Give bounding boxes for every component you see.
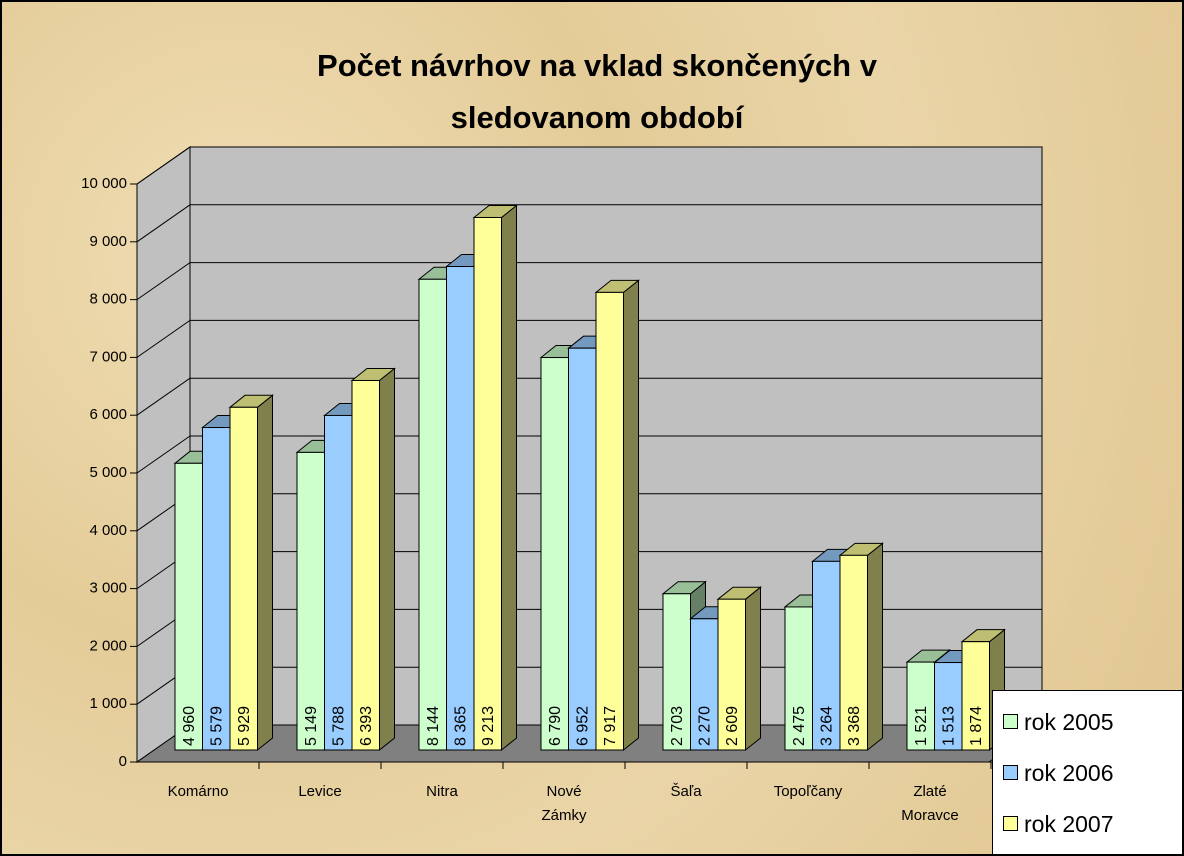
- y-tick-label: 0: [119, 753, 127, 770]
- bar: [473, 216, 502, 751]
- bar: [540, 357, 569, 751]
- grid-line: [136, 262, 191, 301]
- data-label: 7 917: [602, 706, 619, 746]
- bar: [717, 598, 746, 751]
- bar: [568, 347, 597, 751]
- bar: [812, 560, 841, 751]
- x-tick-label: Levice: [298, 783, 342, 800]
- x-tick-label: Nitra: [426, 783, 458, 800]
- chart-title: Počet návrhov na vklad skončených v sled…: [317, 48, 877, 135]
- bar: [296, 451, 325, 751]
- bar: [690, 618, 719, 751]
- bar-side: [501, 204, 517, 752]
- data-label: 1 513: [940, 706, 957, 746]
- legend-swatch: [1003, 765, 1018, 780]
- y-tick-label: 5 000: [89, 464, 127, 481]
- data-label: 3 264: [818, 706, 835, 746]
- legend-swatch: [1003, 714, 1018, 729]
- data-label: 8 144: [425, 706, 442, 746]
- y-tick-label: 3 000: [89, 580, 127, 597]
- bar: [229, 406, 258, 751]
- x-tick-label: Zlaté Moravce: [901, 783, 959, 824]
- bar: [202, 427, 231, 751]
- y-tick-label: 10 000: [81, 175, 127, 192]
- data-label: 8 365: [452, 706, 469, 746]
- grid-line: [136, 204, 191, 243]
- bar: [934, 662, 963, 751]
- legend: rok 2005 rok 2006 rok 2007: [992, 690, 1182, 854]
- bar-side: [867, 542, 883, 752]
- x-tick-label: Topoľčany: [773, 783, 843, 800]
- data-label: 3 368: [846, 706, 863, 746]
- data-label: 1 521: [913, 706, 930, 746]
- data-label: 5 929: [236, 706, 253, 746]
- data-label: 1 874: [968, 706, 985, 746]
- legend-label: rok 2007: [1024, 811, 1114, 837]
- grid-line: [136, 146, 191, 185]
- legend-entry: rok 2006: [1003, 760, 1114, 787]
- y-tick-label: 7 000: [89, 348, 127, 365]
- data-label: 5 788: [330, 706, 347, 746]
- y-tick-label: 4 000: [89, 522, 127, 539]
- grid-line: [136, 377, 191, 416]
- bar: [174, 462, 203, 751]
- legend-label: rok 2005: [1024, 709, 1114, 735]
- bar: [351, 379, 380, 751]
- data-label: 2 270: [696, 706, 713, 746]
- bar: [595, 291, 624, 751]
- grid-line: [136, 435, 191, 474]
- bar: [418, 278, 447, 751]
- data-label: 9 213: [480, 706, 497, 746]
- data-label: 2 475: [791, 706, 808, 746]
- data-label: 4 960: [181, 706, 198, 746]
- grid-line: [136, 319, 191, 358]
- y-tick-label: 8 000: [89, 291, 127, 308]
- data-label: 2 703: [669, 706, 686, 746]
- bar: [446, 266, 475, 751]
- bar: [784, 606, 813, 751]
- legend-swatch: [1003, 816, 1018, 831]
- y-tick-label: 9 000: [89, 233, 127, 250]
- data-label: 2 609: [724, 706, 741, 746]
- bar-side: [257, 394, 273, 752]
- data-label: 6 393: [358, 706, 375, 746]
- data-label: 5 579: [208, 706, 225, 746]
- bar-side: [745, 586, 761, 752]
- bar: [961, 641, 990, 751]
- bar: [324, 414, 353, 751]
- legend-label: rok 2006: [1024, 760, 1114, 786]
- y-tick-label: 2 000: [89, 637, 127, 654]
- x-tick-label: Šaľa: [670, 783, 702, 800]
- bar: [662, 593, 691, 751]
- bar-side: [379, 367, 395, 752]
- data-label: 5 149: [303, 706, 320, 746]
- x-tick-label: Komárno: [167, 783, 229, 800]
- y-tick-label: 6 000: [89, 406, 127, 423]
- bar: [839, 554, 868, 751]
- data-label: 6 952: [574, 706, 591, 746]
- data-label: 6 790: [547, 706, 564, 746]
- legend-entry: rok 2007: [1003, 811, 1114, 838]
- y-tick-label: 1 000: [89, 695, 127, 712]
- legend-entry: rok 2005: [1003, 709, 1114, 736]
- x-tick-label: Nové Zámky: [541, 783, 587, 824]
- bar-side: [623, 279, 639, 752]
